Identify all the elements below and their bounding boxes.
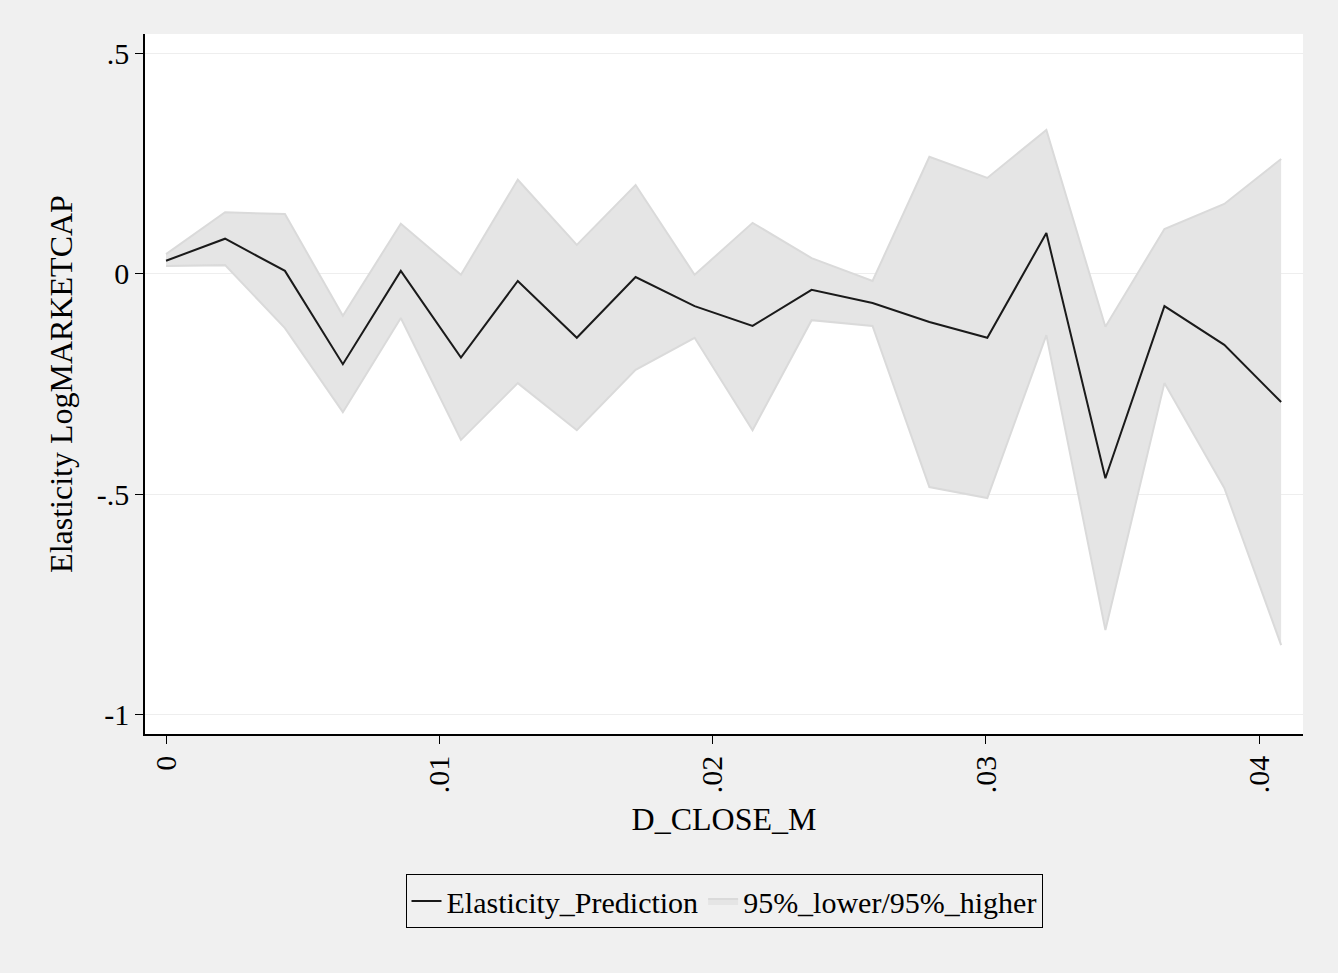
svg-text:.03: .03 (969, 756, 1002, 794)
svg-text:Elasticity LogMARKETCAP: Elasticity LogMARKETCAP (43, 195, 79, 573)
svg-text:.02: .02 (695, 756, 728, 794)
svg-text:95%_lower/95%_higher: 95%_lower/95%_higher (743, 886, 1036, 919)
svg-text:.04: .04 (1242, 756, 1275, 794)
svg-text:.5: .5 (107, 37, 130, 70)
svg-text:0: 0 (149, 756, 182, 771)
svg-text:0: 0 (114, 257, 129, 290)
svg-text:.01: .01 (422, 756, 455, 794)
svg-text:D_CLOSE_M: D_CLOSE_M (632, 801, 817, 837)
svg-text:Elasticity_Prediction: Elasticity_Prediction (447, 886, 699, 919)
svg-text:-.5: -.5 (97, 478, 130, 511)
svg-text:-1: -1 (104, 698, 129, 731)
